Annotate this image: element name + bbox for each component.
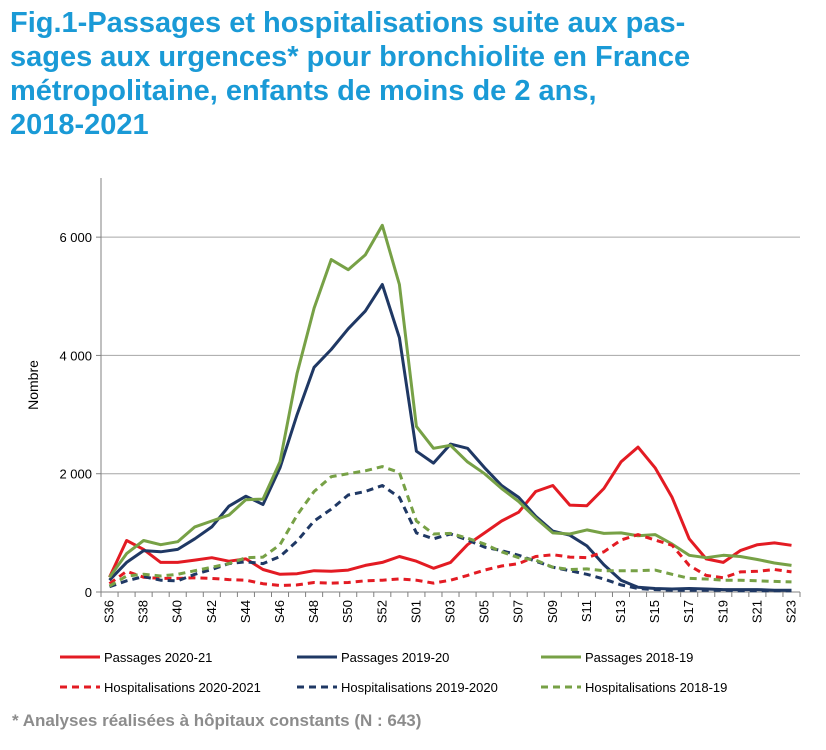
legend-item-6: Hospitalisations 2018-19	[541, 680, 727, 695]
x-tick-label: S23	[783, 600, 798, 623]
x-tick-label: S17	[681, 600, 696, 623]
series-line-6	[108, 465, 792, 588]
legend-item-4: Hospitalisations 2020-2021	[60, 680, 261, 695]
legend-label: Hospitalisations 2018-19	[585, 680, 727, 695]
x-tick-label: S52	[374, 600, 389, 623]
x-tick-label: S07	[511, 600, 526, 623]
chart-title: Fig.1-Passages et hospitalisations suite…	[10, 6, 810, 142]
x-tick-label: S03	[443, 600, 458, 623]
y-tick-label: 4 000	[59, 348, 92, 363]
legend-label: Hospitalisations 2019-2020	[341, 680, 498, 695]
legend: Passages 2020-21 Passages 2019-20 Passages…	[60, 650, 727, 695]
y-tick-label: 6 000	[59, 230, 92, 245]
x-tick-label: S09	[545, 600, 560, 623]
legend-item-3: Passages 2018-19	[541, 650, 693, 665]
legend-item-2: Passages 2019-20	[297, 650, 449, 665]
footnote: * Analyses réalisées à hôpitaux constant…	[12, 711, 422, 730]
chart-title-line-3: métropolitaine, enfants de moins de 2 an…	[10, 75, 597, 107]
gridlines	[101, 236, 800, 475]
series-line-3	[108, 223, 792, 579]
series-lines	[108, 223, 792, 593]
legend-label: Passages 2019-20	[341, 650, 449, 665]
x-tick-label: S38	[136, 600, 151, 623]
series-line-2	[108, 283, 792, 592]
axes: 0 2 000 4 000 6 000 S36 S38 S40 S42 S44 S46 S48 S50…	[59, 178, 801, 623]
line-chart: 0 2 000 4 000 6 000 S36 S38 S40 S42 S44 S46 S48 S50…	[25, 178, 801, 695]
legend-item-5: Hospitalisations 2019-2020	[297, 680, 498, 695]
x-tick-label: S50	[340, 600, 355, 623]
legend-label: Passages 2018-19	[585, 650, 693, 665]
x-tick-label: S42	[204, 600, 219, 623]
x-tick-label: S11	[579, 600, 594, 622]
x-tick-label: S36	[102, 600, 117, 623]
chart-title-line-1: Fig.1-Passages et hospitalisations suite…	[10, 7, 686, 39]
x-tick-label: S05	[477, 600, 492, 623]
series-line-1	[108, 445, 792, 578]
x-tick-label: S01	[408, 600, 423, 623]
y-tick-label: 2 000	[59, 467, 92, 482]
legend-label: Passages 2020-21	[104, 650, 212, 665]
chart-title-line-2: sages aux urgences* pour bronchiolite en…	[10, 41, 691, 73]
x-tick-label: S40	[170, 600, 185, 623]
y-tick-label: 0	[85, 585, 92, 600]
x-tick-label: S44	[238, 600, 253, 623]
x-tick-label: S21	[749, 600, 764, 623]
series-line-4	[108, 533, 792, 587]
x-tick-label: S19	[715, 600, 730, 623]
y-axis-label: Nombre	[25, 360, 41, 410]
chart-title-line-4: 2018-2021	[10, 109, 149, 141]
legend-label: Hospitalisations 2020-2021	[104, 680, 261, 695]
x-tick-label: S48	[306, 600, 321, 623]
x-tick-label: S15	[647, 600, 662, 623]
x-tick-label: S13	[613, 600, 628, 623]
legend-item-1: Passages 2020-21	[60, 650, 212, 665]
x-tick-label: S46	[272, 600, 287, 623]
